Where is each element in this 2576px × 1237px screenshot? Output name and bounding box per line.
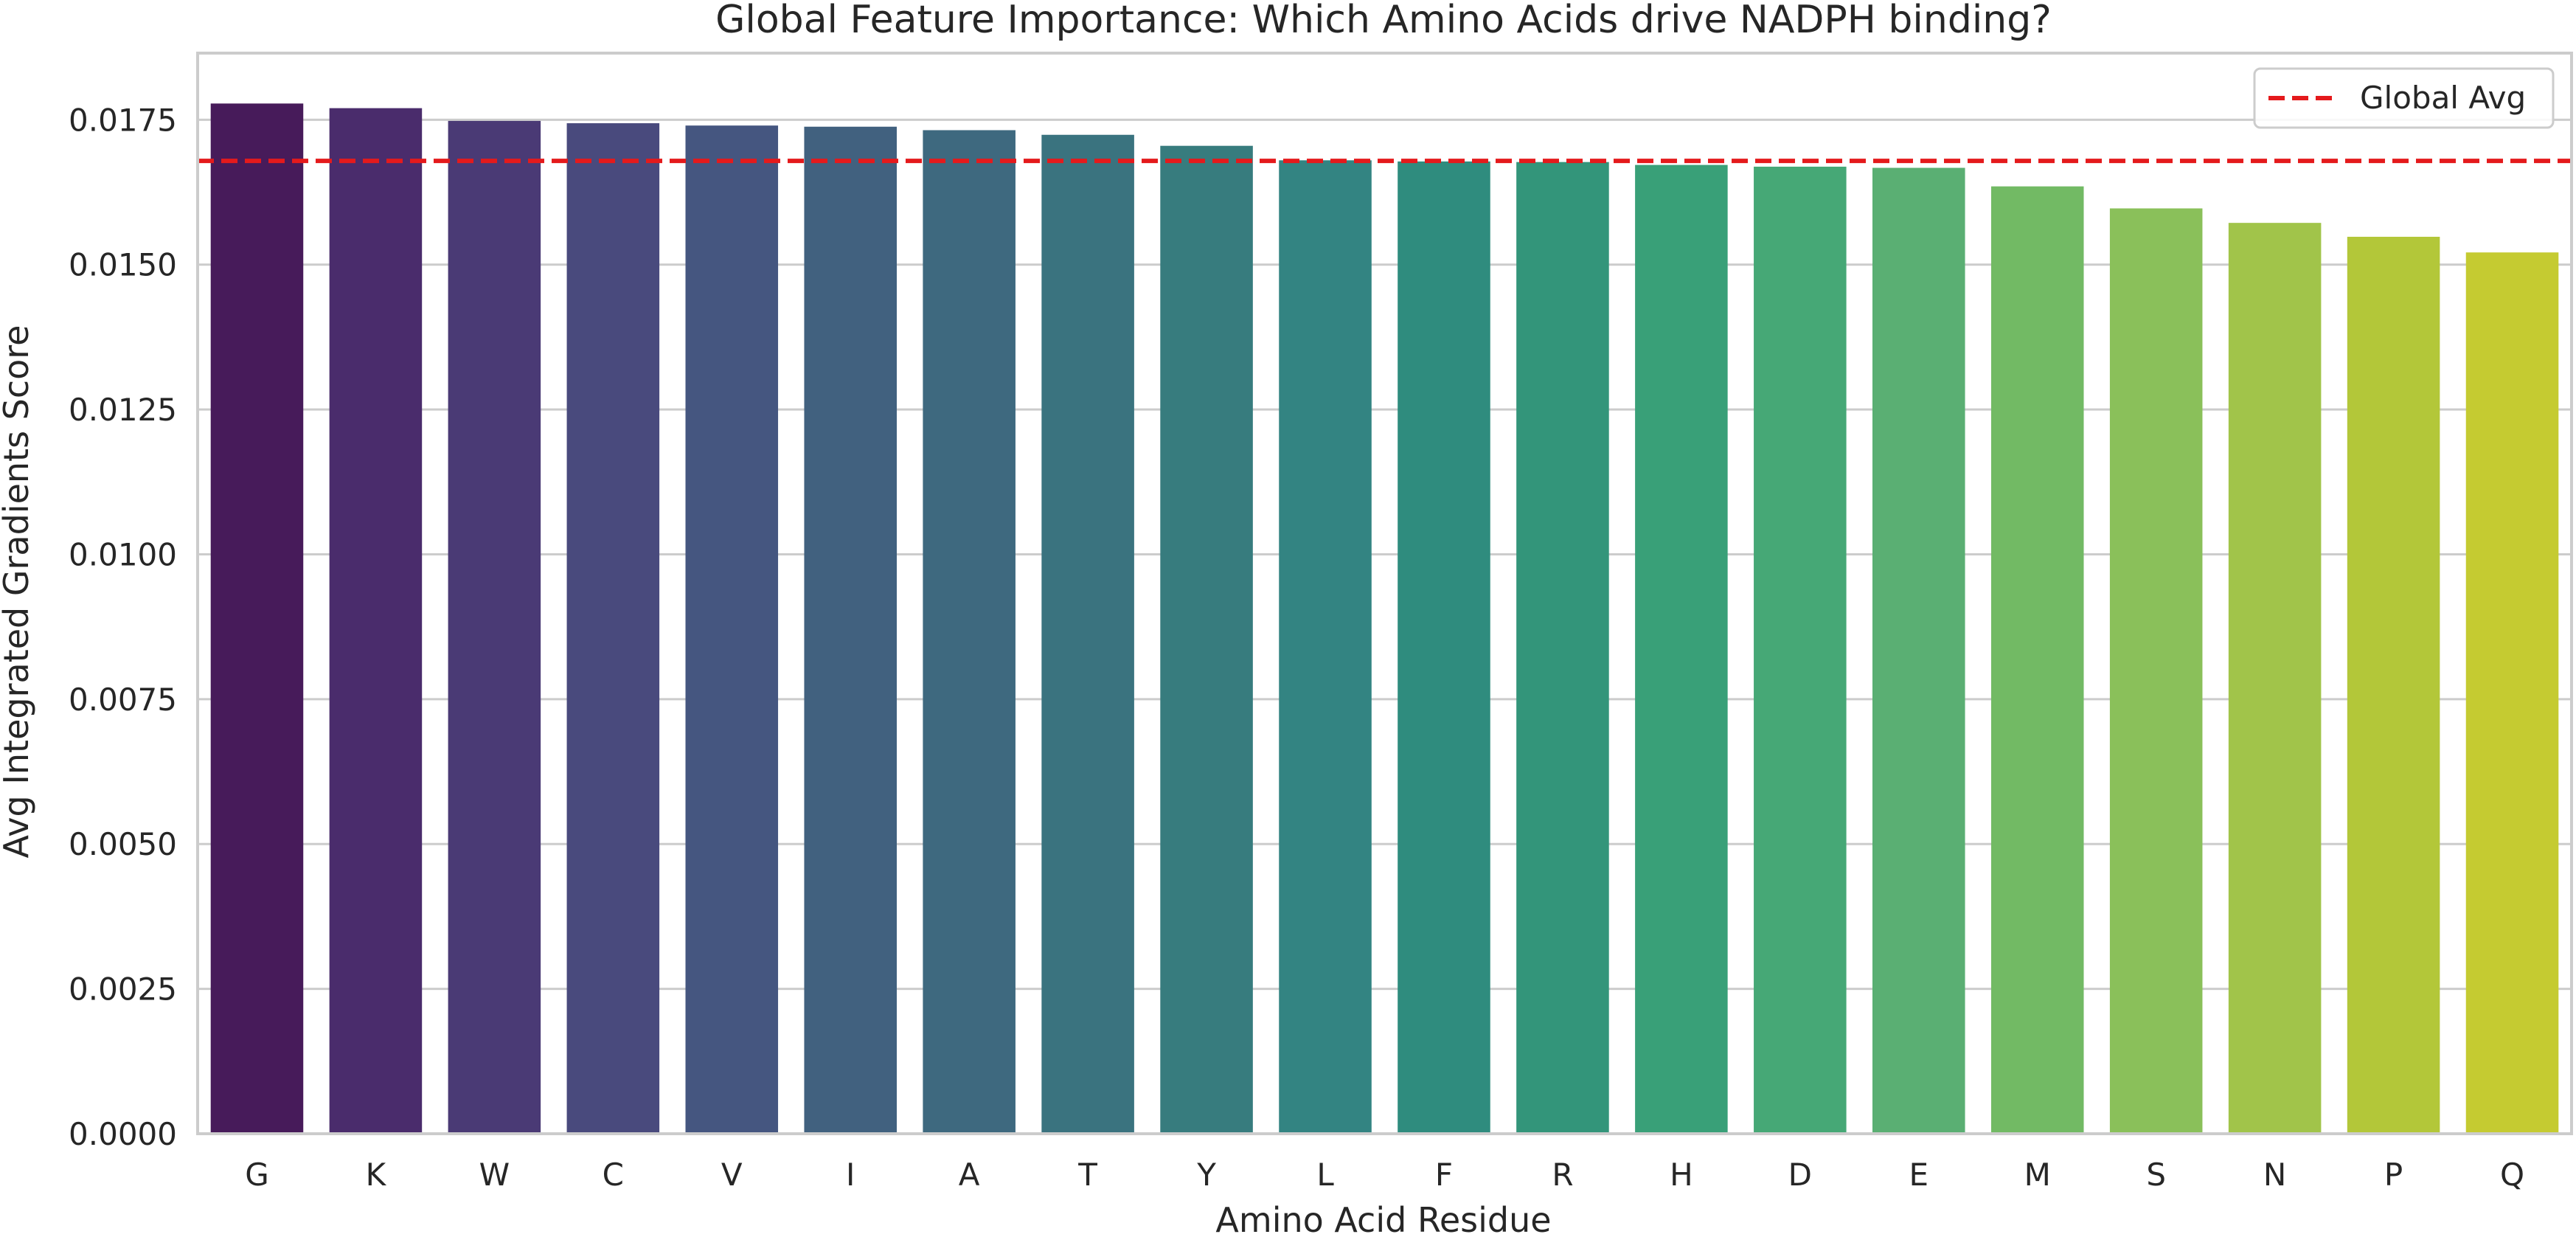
x-tick-label: W <box>479 1157 510 1193</box>
y-axis-label: Avg Integrated Gradients Score <box>0 325 36 859</box>
x-tick-label: M <box>2024 1157 2051 1193</box>
bar-F <box>1398 161 1490 1134</box>
y-tick-label: 0.0025 <box>69 971 177 1008</box>
x-tick-label: P <box>2384 1157 2403 1193</box>
bar-A <box>923 130 1016 1134</box>
bar-M <box>1990 186 2084 1134</box>
x-tick-label: H <box>1670 1157 1693 1193</box>
bar-Q <box>2465 252 2559 1134</box>
x-tick-label: G <box>245 1157 269 1193</box>
x-tick-label: S <box>2146 1157 2166 1193</box>
y-tick-label: 0.0150 <box>69 247 177 283</box>
bar-Y <box>1160 145 1253 1134</box>
bars <box>210 103 2559 1134</box>
x-tick-label: F <box>1435 1157 1453 1193</box>
chart-title: Global Feature Importance: Which Amino A… <box>715 0 2052 42</box>
x-tick-label: D <box>1788 1157 1812 1193</box>
x-tick-label: Y <box>1196 1157 1216 1193</box>
bar-V <box>685 125 779 1134</box>
legend: Global Avg <box>2253 67 2555 129</box>
bar-K <box>329 108 423 1134</box>
legend-label: Global Avg <box>2360 80 2526 116</box>
x-tick-label: A <box>959 1157 980 1193</box>
x-tick-label: R <box>1552 1157 1573 1193</box>
bar-E <box>1872 167 1965 1134</box>
plot-frame <box>196 52 2573 1135</box>
y-tick-label: 0.0100 <box>69 536 177 572</box>
bar-R <box>1516 162 1609 1134</box>
bar-S <box>2109 208 2203 1134</box>
bar-P <box>2347 237 2440 1134</box>
y-tick-label: 0.0075 <box>69 682 177 718</box>
bar-G <box>210 103 304 1134</box>
x-tick-label: N <box>2263 1157 2286 1193</box>
bar-W <box>448 120 541 1134</box>
bar-H <box>1635 164 1728 1134</box>
bar-T <box>1041 134 1134 1134</box>
bar-C <box>566 123 660 1134</box>
y-tick-label: 0.0050 <box>69 826 177 862</box>
x-tick-label: I <box>846 1157 855 1193</box>
legend-box <box>2253 67 2555 129</box>
y-tick-label: 0.0000 <box>69 1116 177 1152</box>
y-tick-labels: 0.0000 0.0025 0.0050 0.0075 0.0100 0.0125 0.01… <box>69 102 177 1152</box>
x-tick-label: E <box>1909 1157 1929 1193</box>
bar-D <box>1754 166 1847 1134</box>
y-tick-label: 0.0125 <box>69 392 177 428</box>
bar-L <box>1279 160 1372 1134</box>
bar-I <box>804 126 897 1134</box>
bar-N <box>2228 223 2322 1134</box>
y-tick-label: 0.0175 <box>69 102 177 138</box>
x-axis-label: Amino Acid Residue <box>1215 1200 1551 1237</box>
x-tick-label: Q <box>2500 1157 2524 1193</box>
x-tick-label: V <box>721 1157 743 1193</box>
x-tick-label: K <box>366 1157 387 1193</box>
x-tick-label: T <box>1077 1157 1097 1193</box>
x-tick-label: L <box>1316 1157 1334 1193</box>
x-tick-label: C <box>603 1157 624 1193</box>
